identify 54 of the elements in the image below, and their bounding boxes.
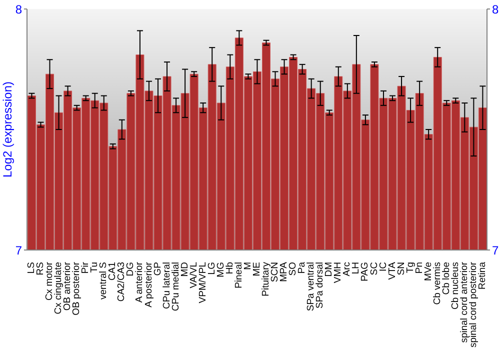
x-tick-label: Pituitary (260, 262, 272, 296)
x-tick-label: VA/VL (188, 262, 200, 288)
x-tick-label: SPa ventral (306, 262, 317, 312)
x-tick-label: MD (179, 262, 190, 277)
x-tick-label: IC (378, 262, 389, 272)
x-tick-label: Tu (89, 262, 100, 273)
x-tick-label: SN (396, 262, 407, 276)
x-tick-label: VMH (332, 262, 344, 284)
x-tick-label: DM (324, 262, 335, 277)
x-tick-label: LS (26, 262, 38, 274)
x-tick-label: Pn (414, 262, 425, 274)
x-tick-label: Cb nucleus (450, 262, 461, 310)
x-tick-label: OB posterior (71, 262, 82, 316)
x-tick-label: ME (252, 262, 262, 276)
x-tick-label: SO (288, 262, 299, 276)
x-tick-label: A anterior (134, 262, 146, 303)
x-tick-label: M (242, 262, 254, 270)
x-tick-label: OB anterior (62, 262, 74, 311)
x-tick-label: Pineal (233, 262, 244, 288)
x-tick-label: SCN (270, 262, 281, 282)
x-tick-label: Cb lobe (440, 262, 452, 295)
y2-tick-label: 8 (492, 2, 499, 16)
x-tick-label: Arc (342, 262, 353, 276)
x-tick-label: spinal cord posterior (468, 262, 479, 348)
x-tick-label: RS (35, 262, 46, 276)
x-tick-label: CA1 (107, 262, 118, 280)
x-tick-label: LG (206, 262, 218, 275)
x-tick-label: CPu lateral (161, 262, 172, 309)
x-tick-label: VPM/VPL (197, 262, 208, 304)
y2-tick-label: 7 (492, 243, 499, 258)
x-tick-label: Tg (404, 262, 416, 274)
x-tick-label: MPA (278, 261, 290, 282)
x-tick-label: CPu medial (170, 262, 182, 312)
x-tick-label: Cb vermis (432, 262, 443, 305)
x-tick-label: Cx motor (44, 262, 56, 301)
x-tick-label: Hb (224, 262, 236, 274)
x-tick-label: VTA (386, 261, 398, 280)
x-tick-label: GP (152, 262, 164, 276)
x-tick-label: spinal cord anterior (458, 262, 470, 343)
x-tick-label: SC (368, 262, 380, 276)
x-tick-label: Cx cingulate (53, 262, 64, 314)
x-tick-label: Pir (80, 262, 92, 274)
x-tick-label: ventral S (98, 262, 110, 300)
x-tick-label: Pa (296, 261, 308, 274)
x-tick-label: Retina (476, 261, 488, 290)
x-tick-label: LH (350, 262, 362, 274)
x-tick-label: MVe (422, 262, 434, 282)
x-tick-label: PAG (360, 262, 371, 282)
x-tick-label: DG (125, 262, 136, 276)
y-axis-title: Log2 (expression) (0, 81, 14, 178)
x-tick-label: MG (215, 262, 226, 278)
x-tick-label: SPa dorsal (314, 262, 326, 308)
x-tick-label: A posterior (143, 262, 154, 308)
x-tick-label: CA2/CA3 (116, 262, 128, 302)
